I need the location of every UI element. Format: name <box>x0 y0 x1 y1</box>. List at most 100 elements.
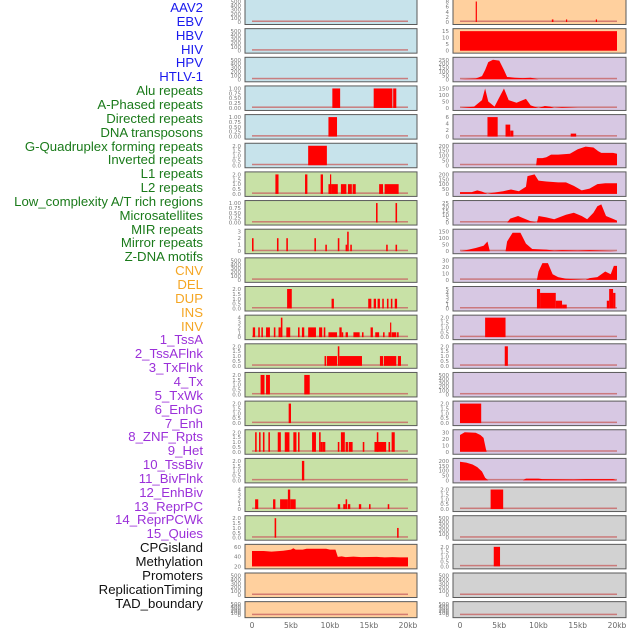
track-label: Alu repeats <box>136 83 203 99</box>
track-label: HPV <box>175 55 203 71</box>
signal-bar <box>347 231 349 252</box>
signal-bar <box>280 317 283 338</box>
y-tick-label: 4 <box>238 488 242 494</box>
signal-bar <box>337 442 340 452</box>
signal-bar <box>397 332 399 338</box>
panel-background <box>244 429 418 455</box>
track-panel: 20 40 60 <box>234 543 418 570</box>
y-tick-label: 40 <box>234 555 241 561</box>
y-tick-label: 400 <box>231 604 242 610</box>
signal-bar <box>606 300 610 309</box>
x-tick-label: 0 <box>458 621 463 630</box>
signal-bar <box>308 145 327 166</box>
y-tick-label: 0.0 <box>440 421 449 427</box>
y-tick-label: 200 <box>439 62 450 68</box>
signal-bar <box>391 332 397 338</box>
track-panel: 0.00.51.01.52.0 <box>440 400 627 427</box>
y-tick-label: 0.25 <box>229 101 242 107</box>
baseline <box>460 613 617 616</box>
y-tick-label: 0 <box>238 613 242 619</box>
y-tick-label: 300 <box>231 37 242 43</box>
panel-background <box>452 486 627 513</box>
y-tick-label: 1 <box>446 303 450 309</box>
y-tick-label: 2.0 <box>232 172 241 178</box>
baseline <box>460 106 617 108</box>
y-tick-label: 50 <box>442 158 449 164</box>
panel-background <box>452 0 627 25</box>
signal-area <box>460 204 617 223</box>
y-tick-label: 6 <box>446 5 450 11</box>
signal-bar <box>343 504 346 510</box>
signal-bar <box>540 292 544 309</box>
signal-bar <box>260 374 265 395</box>
x-tick-label: 20kb <box>399 621 418 630</box>
y-tick-label: 3 <box>446 295 450 301</box>
baseline <box>460 20 617 22</box>
signal-bar <box>504 346 508 366</box>
y-tick-label: 1.0 <box>232 469 241 475</box>
track-label: A-Phased repeats <box>97 96 203 112</box>
panel-background <box>244 142 418 169</box>
baseline <box>252 478 408 481</box>
track-label: DEL <box>177 277 203 292</box>
y-tick-label: 100 <box>231 73 242 79</box>
signal-bar <box>395 244 398 252</box>
y-tick-label: 4 <box>446 10 450 16</box>
signal-area <box>460 59 617 80</box>
track-panel: 0.00.51.01.52.0 <box>232 142 418 169</box>
signal-bar <box>350 244 352 252</box>
y-tick-label: 50 <box>442 474 449 480</box>
signal-bar <box>261 327 263 338</box>
signal-bar <box>301 327 305 338</box>
y-tick-label: 150 <box>439 66 450 72</box>
track-label: HIV <box>181 41 203 57</box>
track-label: 7_Enh <box>164 415 203 431</box>
track-label: 13_ReprPC <box>134 498 203 514</box>
y-tick-label: 100 <box>439 389 450 395</box>
y-tick-label: 100 <box>231 45 242 51</box>
y-tick-label: 50 <box>442 187 449 193</box>
panel-background <box>452 343 627 369</box>
signal-bar <box>536 289 541 309</box>
signal-bar <box>345 442 348 452</box>
y-tick-label: 0 <box>446 278 450 284</box>
y-tick-label: 0 <box>446 613 450 619</box>
baseline <box>460 364 617 366</box>
y-tick-label: 300 <box>439 607 450 613</box>
y-tick-label: 2.0 <box>232 459 241 465</box>
y-tick-label: 2.0 <box>232 144 241 150</box>
y-tick-label: 500 <box>231 258 242 264</box>
y-tick-label: 0 <box>446 593 450 599</box>
track-panel: 0.00.51.01.52.0 <box>232 515 418 542</box>
y-tick-label: 150 <box>439 177 450 183</box>
signal-bar <box>312 432 316 452</box>
y-tick-label: 1.5 <box>232 177 241 183</box>
signal-bar <box>393 88 397 108</box>
y-tick-label: 500 <box>231 602 242 608</box>
y-tick-label: 6 <box>446 115 450 121</box>
panel-background <box>244 56 418 83</box>
signal-bar <box>595 19 598 22</box>
y-tick-label: 1.0 <box>232 383 241 389</box>
signal-bar <box>319 432 321 452</box>
panel-background <box>452 114 627 140</box>
signal-bar <box>377 298 380 309</box>
y-tick-label: 0 <box>446 536 450 542</box>
track-label: Inverted repeats <box>107 152 203 168</box>
signal-bar <box>308 327 316 338</box>
y-tick-label: 200 <box>439 385 450 391</box>
track-label: ReplicationTiming <box>98 581 203 597</box>
signal-bar <box>331 184 338 194</box>
signal-bar <box>387 504 390 510</box>
y-tick-label: 1.0 <box>232 411 241 417</box>
y-tick-label: 2 <box>446 15 450 21</box>
signal-bar <box>358 504 362 510</box>
y-tick-label: 100 <box>231 611 242 617</box>
track-label: Low_complexity A/T rich regions <box>14 193 203 209</box>
y-tick-label: 2.0 <box>232 402 241 408</box>
signal-bar <box>390 322 392 338</box>
